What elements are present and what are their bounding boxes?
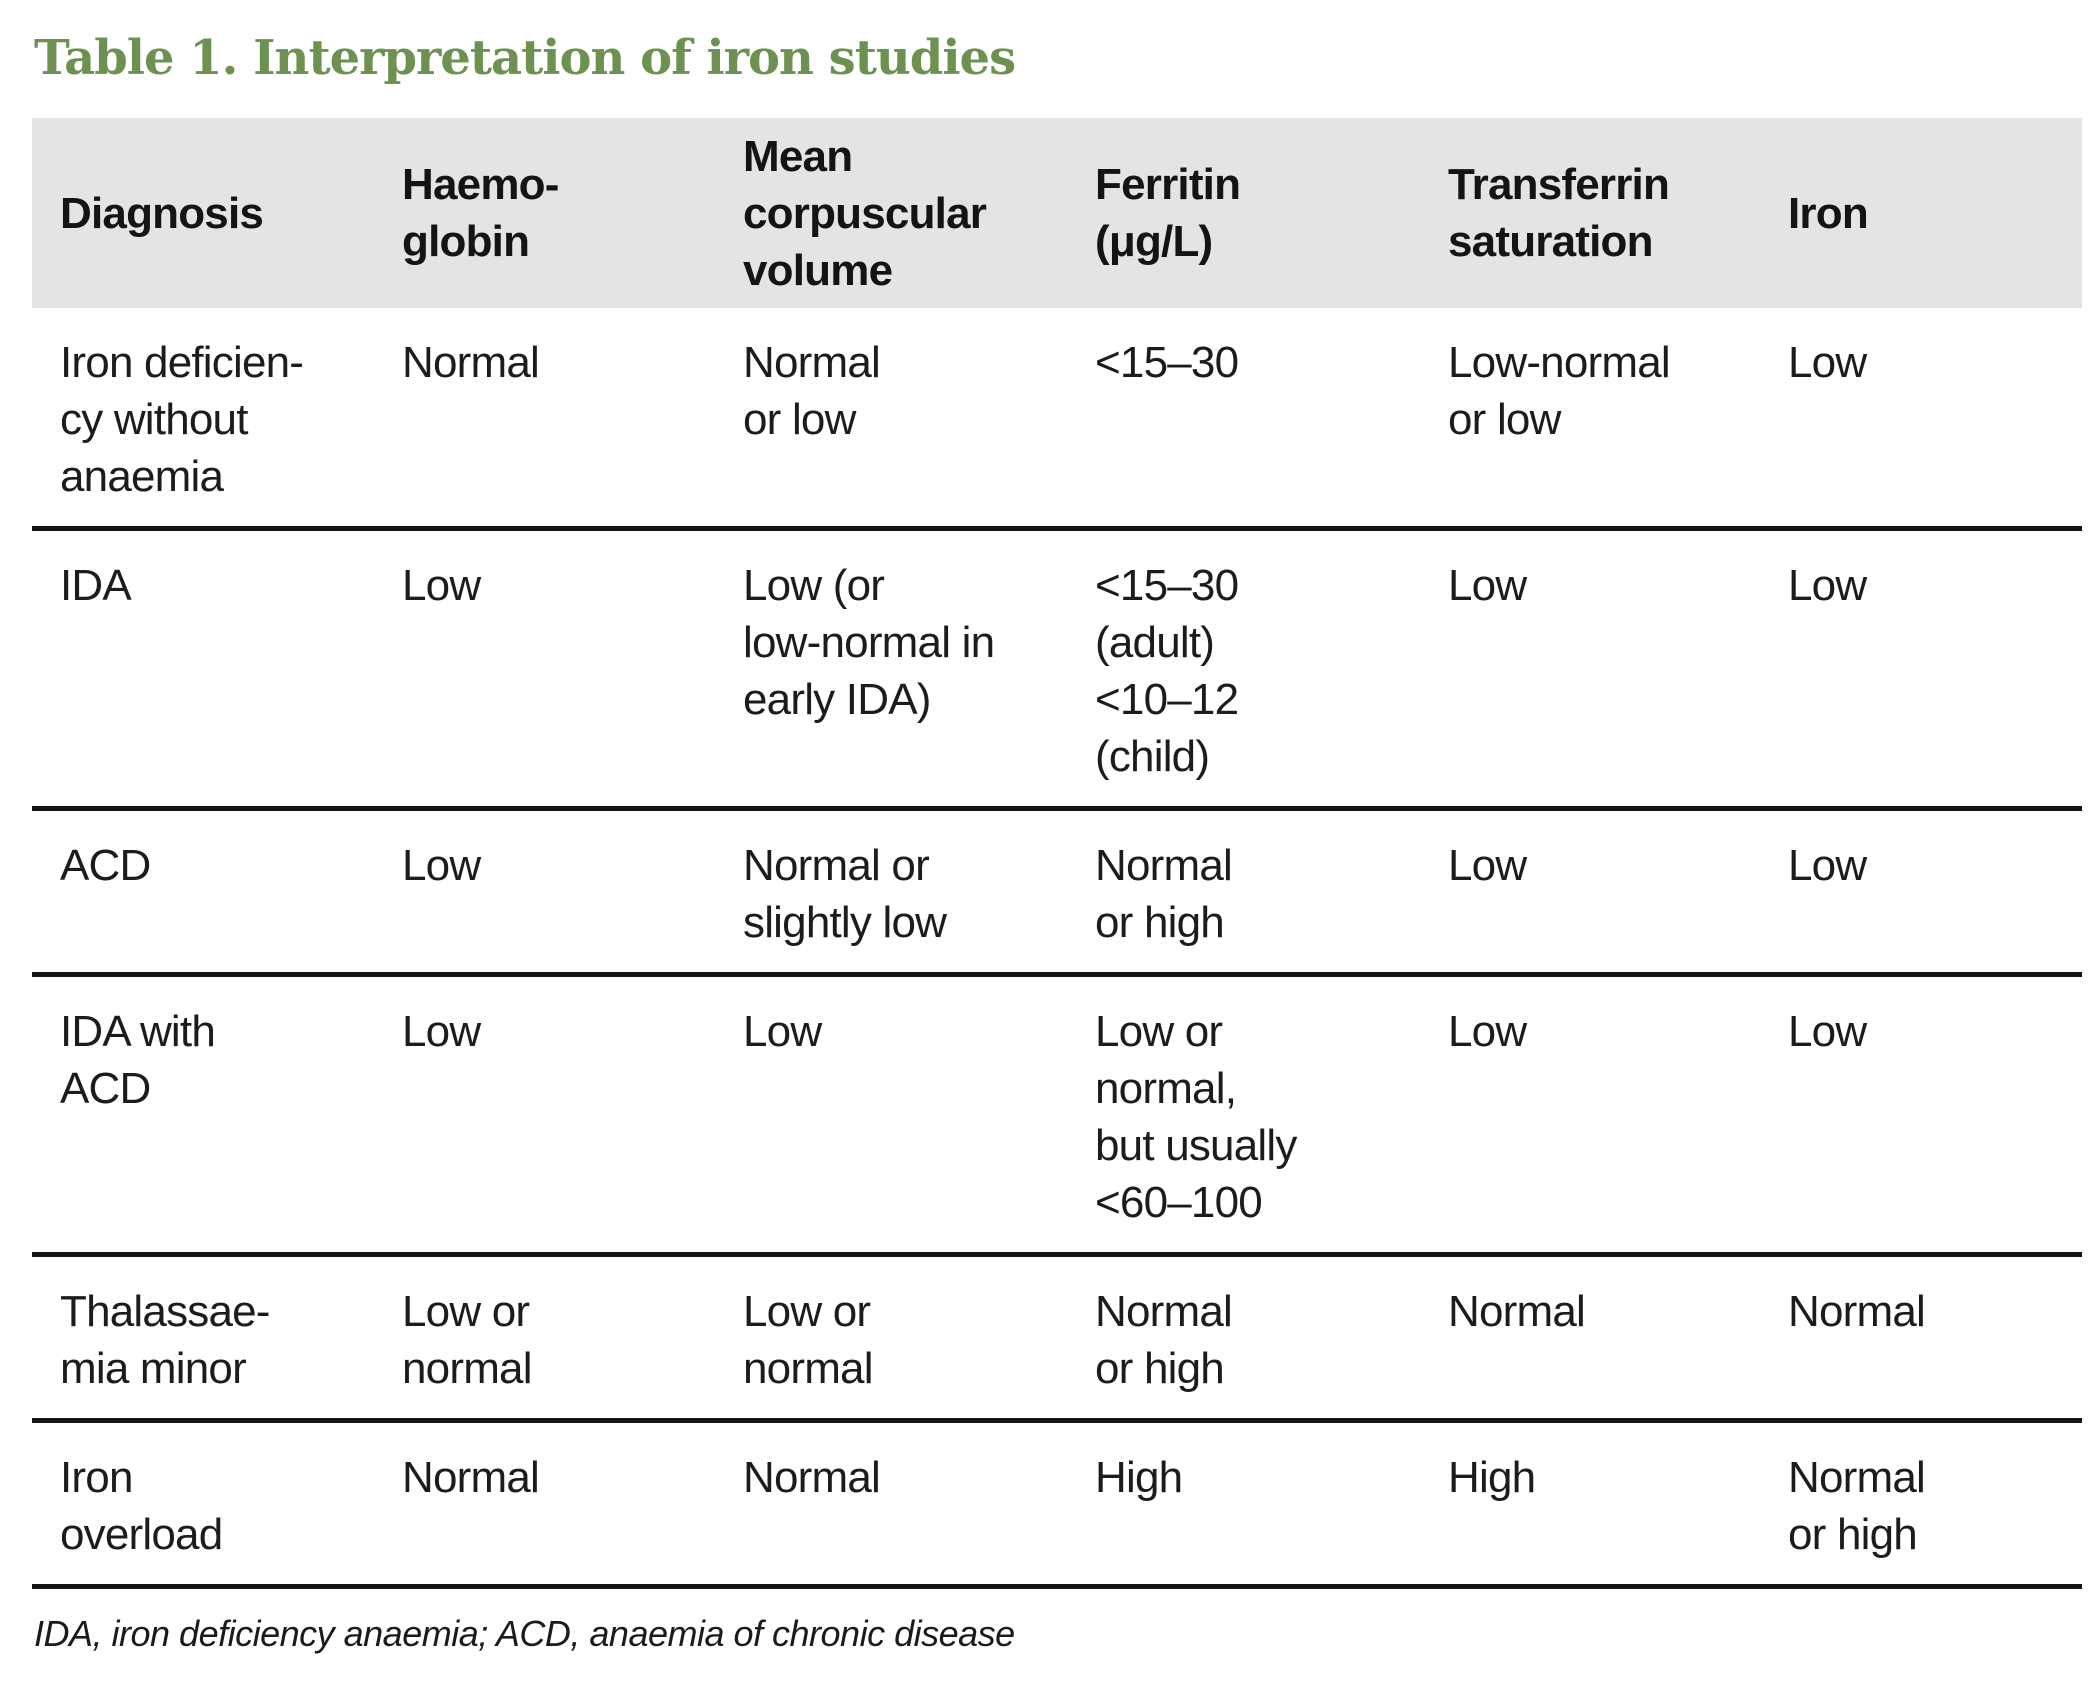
cell-diagnosis: IDA [32,528,374,811]
cell-haemoglobin: Normal [374,1420,715,1589]
footnote-abbreviations: IDA, iron deficiency anaemia; ACD, anaem… [34,1613,1015,1654]
iron-studies-table: Diagnosis Haemo- globin Mean corpuscular… [32,118,2082,1589]
cell-iron: Low [1760,808,2082,977]
cell-transferrin-saturation: Low-normal or low [1420,308,1760,531]
cell-mcv: Low [715,974,1067,1257]
table-row-iron-deficiency-without-anaemia: Iron deficien- cy without anaemia Normal… [32,308,2082,531]
cell-iron: Normal or high [1760,1420,2082,1589]
cell-iron: Low [1760,974,2082,1257]
cell-haemoglobin: Low or normal [374,1254,715,1423]
cell-diagnosis: Iron deficien- cy without anaemia [32,308,374,531]
cell-mcv: Low or normal [715,1254,1067,1423]
cell-mcv: Low (or low-normal in early IDA) [715,528,1067,811]
cell-ferritin: High [1067,1420,1420,1589]
col-header-diagnosis: Diagnosis [32,118,374,308]
cell-mcv: Normal or slightly low [715,808,1067,977]
table-row-ida: IDA Low Low (or low-normal in early IDA)… [32,528,2082,811]
cell-haemoglobin: Low [374,808,715,977]
cell-diagnosis: IDA with ACD [32,974,374,1257]
table-row-ida-with-acd: IDA with ACD Low Low Low or normal, but … [32,974,2082,1257]
table-title: Table 1. Interpretation of iron studies [34,30,1016,86]
cell-mcv: Normal or low [715,308,1067,531]
cell-ferritin: <15–30 [1067,308,1420,531]
cell-transferrin-saturation: Low [1420,974,1760,1257]
cell-diagnosis: Iron overload [32,1420,374,1589]
article-table-excerpt: Table 1. Interpretation of iron studies … [32,30,2082,1654]
cell-iron: Low [1760,308,2082,531]
cell-transferrin-saturation: Low [1420,528,1760,811]
col-header-haemoglobin: Haemo- globin [374,118,715,308]
cell-haemoglobin: Low [374,528,715,811]
cell-iron: Low [1760,528,2082,811]
col-header-mean-corpuscular-volume: Mean corpuscular volume [715,118,1067,308]
cell-transferrin-saturation: Normal [1420,1254,1760,1423]
cell-transferrin-saturation: High [1420,1420,1760,1589]
col-header-iron: Iron [1760,118,2082,308]
cell-diagnosis: Thalassae- mia minor [32,1254,374,1423]
cell-mcv: Normal [715,1420,1067,1589]
cell-iron: Normal [1760,1254,2082,1423]
cell-ferritin: Low or normal, but usually <60–100 [1067,974,1420,1257]
cell-ferritin: Normal or high [1067,1254,1420,1423]
cell-haemoglobin: Normal [374,308,715,531]
cell-haemoglobin: Low [374,974,715,1257]
table-row-acd: ACD Low Normal or slightly low Normal or… [32,808,2082,977]
col-header-transferrin-saturation: Transferrin saturation [1420,118,1760,308]
cell-ferritin: Normal or high [1067,808,1420,977]
table-row-iron-overload: Iron overload Normal Normal High High No… [32,1420,2082,1589]
col-header-ferritin: Ferritin (μg/L) [1067,118,1420,308]
cell-diagnosis: ACD [32,808,374,977]
cell-ferritin: <15–30 (adult) <10–12 (child) [1067,528,1420,811]
table-row-thalassaemia-minor: Thalassae- mia minor Low or normal Low o… [32,1254,2082,1423]
table-header-row: Diagnosis Haemo- globin Mean corpuscular… [32,118,2082,308]
cell-transferrin-saturation: Low [1420,808,1760,977]
